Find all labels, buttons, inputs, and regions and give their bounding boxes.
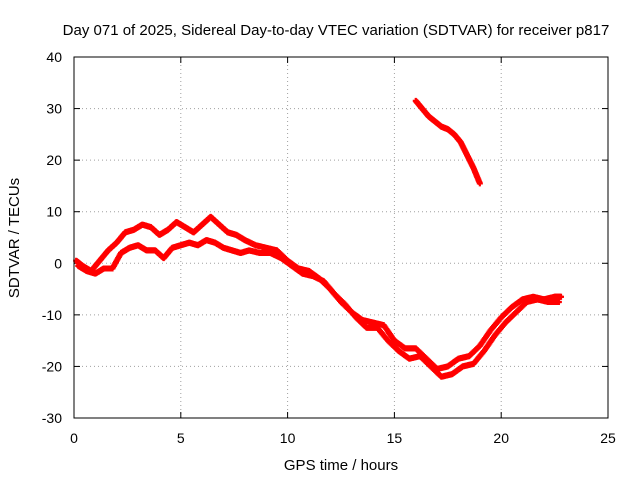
data-points bbox=[73, 97, 565, 380]
grid-lines bbox=[74, 57, 608, 418]
x-axis-label: GPS time / hours bbox=[284, 457, 398, 474]
x-tick-label: 5 bbox=[177, 430, 185, 446]
y-tick-label: 10 bbox=[46, 204, 62, 220]
x-tick-labels: 0 5 10 15 20 25 bbox=[70, 430, 616, 446]
axis-ticks bbox=[73, 56, 609, 419]
y-axis-label: SDTVAR / TECUs bbox=[6, 178, 23, 298]
chart-title: Day 071 of 2025, Sidereal Day-to-day VTE… bbox=[63, 22, 610, 39]
data-point bbox=[555, 298, 562, 305]
y-tick-labels: -30 -20 -10 0 10 20 30 40 bbox=[42, 49, 62, 426]
x-tick-label: 0 bbox=[70, 430, 78, 446]
y-tick-label: 20 bbox=[46, 152, 62, 168]
x-tick-label: 20 bbox=[493, 430, 509, 446]
x-tick-label: 25 bbox=[600, 430, 616, 446]
y-tick-label: -30 bbox=[42, 410, 62, 426]
x-tick-label: 15 bbox=[387, 430, 403, 446]
plot-frame bbox=[73, 56, 609, 419]
y-tick-label: -20 bbox=[42, 358, 62, 374]
y-tick-label: -10 bbox=[42, 307, 62, 323]
y-tick-label: 0 bbox=[54, 255, 62, 271]
x-tick-label: 10 bbox=[280, 430, 296, 446]
y-tick-label: 30 bbox=[46, 101, 62, 117]
y-tick-label: 40 bbox=[46, 49, 62, 65]
data-point bbox=[476, 180, 483, 187]
data-point bbox=[558, 293, 565, 300]
